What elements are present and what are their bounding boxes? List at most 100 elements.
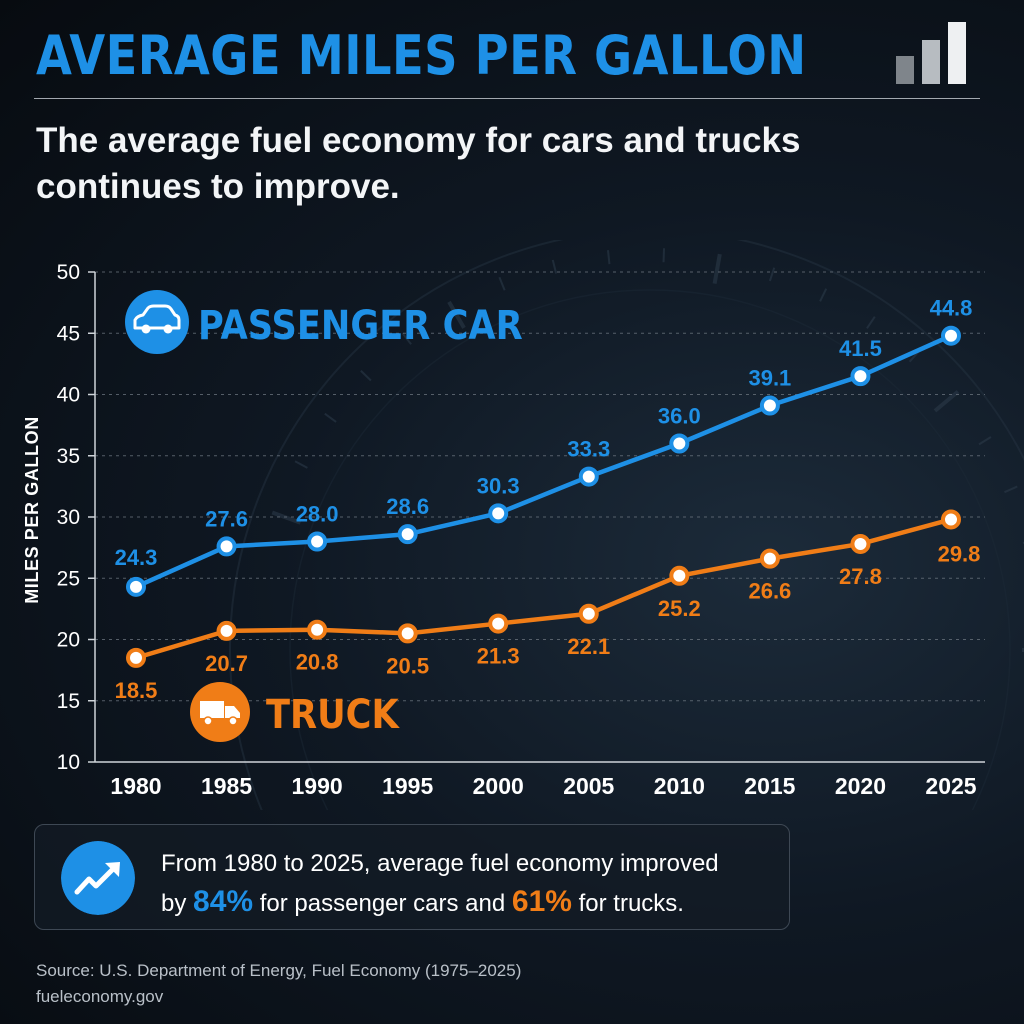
car-icon (133, 304, 181, 334)
y-tick-label: 45 (57, 322, 80, 345)
truck-data-label: 22.1 (567, 634, 610, 659)
truck-data-point (488, 613, 509, 634)
car-wheel (163, 324, 173, 334)
y-tick-label: 35 (57, 445, 80, 468)
truck-data-point (669, 565, 690, 586)
summary-text: From 1980 to 2025, average fuel economy … (161, 845, 781, 923)
y-tick-label: 10 (57, 751, 80, 774)
car-data-label: 30.3 (477, 473, 520, 498)
car-data-label: 27.6 (205, 506, 248, 531)
car-data-point (397, 524, 418, 545)
car-data-point (941, 325, 961, 346)
y-tick-label: 50 (57, 261, 80, 284)
car-data-label: 24.3 (115, 545, 158, 570)
source-note: Source: U.S. Department of Energy, Fuel … (36, 958, 521, 1010)
truck-data-point (759, 548, 780, 569)
y-tick-label: 25 (57, 567, 80, 590)
gauge-ring-inner (289, 289, 1011, 810)
x-tick-label: 2025 (925, 773, 976, 799)
summary-suffix: for trucks. (578, 890, 684, 917)
gauge-tick (712, 253, 722, 284)
car-data-label: 44.8 (930, 296, 973, 321)
car-data-label: 28.0 (296, 502, 339, 527)
summary-panel: From 1980 to 2025, average fuel economy … (34, 824, 790, 930)
truck-data-label: 20.8 (296, 650, 339, 675)
car-data-label: 36.0 (658, 404, 701, 429)
legend-truck: TRUCK (266, 691, 400, 738)
car-data-point (759, 395, 780, 416)
car-data-point (126, 576, 146, 597)
car-data-label: 28.6 (386, 494, 429, 519)
truck-series-line (135, 517, 952, 661)
truck-wheel (228, 716, 238, 726)
truck-data-point (307, 619, 328, 640)
truck-wheel (203, 716, 213, 726)
truck-cargo (200, 701, 224, 718)
y-tick-label: 40 (57, 384, 80, 407)
page-subtitle: The average fuel economy for cars and tr… (36, 121, 801, 206)
truck-data-point (578, 603, 599, 624)
car-data-label: 33.3 (567, 437, 610, 462)
car-data-point (850, 366, 871, 387)
gauge-tick (866, 316, 876, 329)
truck-data-label: 27.8 (839, 564, 882, 589)
truck-improvement-percent: 61% (511, 885, 572, 918)
car-body (133, 304, 181, 330)
car-data-point (216, 536, 237, 557)
gauge-tick (768, 267, 776, 282)
truck-data-point (216, 620, 237, 641)
gauge-tick (498, 276, 506, 291)
truck-data-point (850, 533, 871, 554)
car-data-point (578, 466, 599, 487)
truck-icon (200, 701, 240, 726)
x-tick-label: 2010 (654, 773, 705, 799)
car-data-point (669, 433, 690, 454)
x-tick-label: 1995 (382, 773, 433, 799)
x-tick-label: 2000 (473, 773, 524, 799)
gauge-tick (360, 370, 372, 382)
car-icon-badge (125, 290, 189, 354)
car-improvement-percent: 84% (193, 885, 254, 918)
car-data-point (488, 503, 509, 524)
truck-data-label: 26.6 (748, 579, 791, 604)
y-tick-label: 20 (57, 629, 80, 652)
truck-data-label: 25.2 (658, 596, 701, 621)
car-data-label: 41.5 (839, 336, 882, 361)
legend-passenger-car: PASSENGER CAR (198, 302, 523, 349)
summary-line-2: by 84% for passenger cars and 61% for tr… (161, 883, 781, 923)
gauge-tick (401, 332, 412, 345)
truck-data-point (126, 647, 146, 668)
summary-middle: for passenger cars and (259, 890, 506, 917)
x-tick-label: 1985 (201, 773, 252, 799)
gauge-tick (294, 460, 308, 469)
car-series-line (135, 333, 952, 589)
car-data-point (307, 531, 328, 552)
truck-cab (225, 706, 240, 718)
car-data-label: 39.1 (748, 366, 791, 391)
title-divider (34, 98, 980, 99)
gauge-tick (324, 412, 337, 423)
gauge-tick (551, 259, 558, 274)
source-url: fueleconomy.gov (36, 987, 164, 1006)
truck-data-label: 18.5 (115, 678, 158, 703)
x-tick-label: 2005 (563, 773, 614, 799)
car-wheel (141, 324, 151, 334)
summary-line-1: From 1980 to 2025, average fuel economy … (161, 850, 719, 877)
page-title: AVERAGE MILES PER GALLON (36, 24, 807, 87)
gauge-tick (447, 300, 466, 329)
x-tick-label: 2020 (835, 773, 886, 799)
gauge-ring (229, 240, 1024, 810)
gauge-tick (271, 510, 302, 525)
trend-up-icon (61, 841, 135, 915)
truck-data-label: 20.7 (205, 651, 248, 676)
x-tick-label: 1980 (110, 773, 161, 799)
truck-data-label: 21.3 (477, 644, 520, 669)
source-line: Source: U.S. Department of Energy, Fuel … (36, 961, 522, 980)
truck-data-point (397, 623, 418, 644)
summary-prefix: by (161, 890, 187, 917)
y-axis-label: MILES PER GALLON (22, 416, 42, 604)
y-tick-label: 30 (57, 506, 80, 529)
gauge-tick (606, 250, 611, 265)
gauge-tick (819, 288, 828, 302)
